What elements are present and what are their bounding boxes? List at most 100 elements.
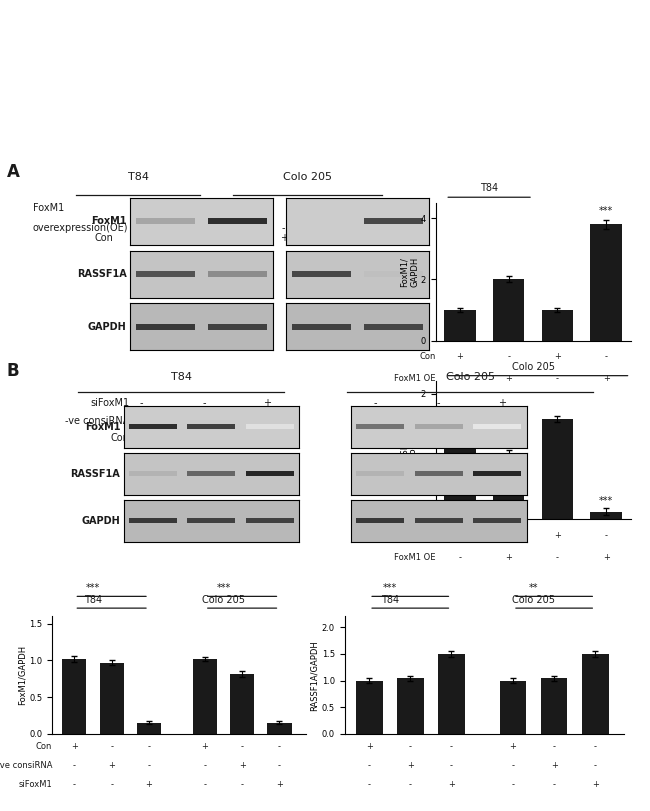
Text: **: ** [529,583,538,593]
Bar [415,424,463,429]
Text: +: + [71,743,78,752]
Bar [356,518,404,523]
Bar [356,471,404,476]
Text: -: - [240,780,244,789]
Bar [473,471,521,476]
Bar [292,324,351,330]
Text: Con: Con [111,433,130,444]
Text: -: - [140,223,144,233]
Bar [292,271,351,277]
Text: +: + [456,531,463,540]
Bar [473,424,521,429]
Bar [136,324,195,330]
Bar [364,324,423,330]
Text: -: - [409,780,411,789]
Bar [493,279,525,341]
Bar [590,224,622,341]
Text: +: + [603,375,610,384]
Text: +: + [407,762,413,770]
Text: +: + [505,375,512,384]
Text: -: - [556,375,559,384]
Text: FoxM1: FoxM1 [91,217,127,226]
Text: T84: T84 [480,183,498,193]
Text: -: - [278,762,281,770]
Text: -: - [437,398,440,408]
Text: -: - [203,780,206,789]
Text: +: + [592,780,599,789]
Text: -: - [374,416,378,426]
Text: +: + [276,780,283,789]
Text: Colo 205: Colo 205 [446,372,495,382]
Bar [500,680,526,734]
Bar [541,678,567,734]
Text: +: + [372,433,380,444]
Bar [364,218,423,225]
Bar [356,680,382,734]
Text: -: - [593,762,597,770]
Text: -: - [265,416,268,426]
Text: -: - [593,743,597,752]
Bar [590,512,622,519]
Text: -: - [450,762,453,770]
Text: -ve consiRNA: -ve consiRNA [66,416,130,426]
Text: -: - [140,398,143,408]
Bar [444,418,476,519]
Text: FoxM1 OE: FoxM1 OE [394,553,436,562]
Text: T84: T84 [171,372,192,382]
Text: -: - [278,743,281,752]
Text: +: + [497,398,506,408]
Text: +: + [551,762,558,770]
Text: +: + [366,743,372,752]
Text: +: + [263,398,271,408]
Bar [129,471,177,476]
Y-axis label: FoxM1/
GAPDH: FoxM1/ GAPDH [400,256,419,287]
Text: -: - [458,553,462,562]
Text: -: - [552,743,556,752]
Bar [267,723,291,734]
Text: T84: T84 [381,594,399,605]
Bar [99,663,124,734]
Bar [246,471,294,476]
Text: -: - [203,762,206,770]
Text: +: + [510,743,517,752]
Text: +: + [146,780,152,789]
Bar [397,678,424,734]
Text: +: + [505,553,512,562]
Text: A: A [6,163,20,182]
Text: +: + [280,234,288,243]
Bar [208,324,266,330]
Bar [444,310,476,341]
Text: +: + [603,553,610,562]
Text: ***: *** [599,496,613,506]
Text: GAPDH: GAPDH [81,516,120,526]
Text: -: - [368,762,370,770]
Text: -: - [409,743,411,752]
Text: -: - [110,780,113,789]
Y-axis label: RASSF1A/GAPDH: RASSF1A/GAPDH [310,640,319,710]
Text: +: + [239,762,246,770]
Text: -: - [500,416,503,426]
Text: +: + [108,762,115,770]
Text: +: + [202,743,208,752]
Bar [208,218,266,225]
Text: -: - [507,531,510,540]
Text: RASSF1A: RASSF1A [70,469,120,478]
Text: +: + [448,780,455,789]
Text: overexpression(OE): overexpression(OE) [32,223,128,233]
Bar [136,218,195,225]
Bar [493,453,525,519]
Text: -: - [368,780,370,789]
Text: FoxM1: FoxM1 [84,422,120,431]
Bar [415,518,463,523]
Bar [193,659,217,734]
Text: -: - [552,780,556,789]
Bar [473,518,521,523]
Text: RASSF1A: RASSF1A [77,269,127,279]
Text: +: + [554,531,561,540]
Text: Colo 205: Colo 205 [512,594,555,605]
Bar [292,218,351,225]
Bar [136,271,195,277]
Bar [364,271,423,277]
Bar [129,518,177,523]
Text: -: - [374,398,378,408]
